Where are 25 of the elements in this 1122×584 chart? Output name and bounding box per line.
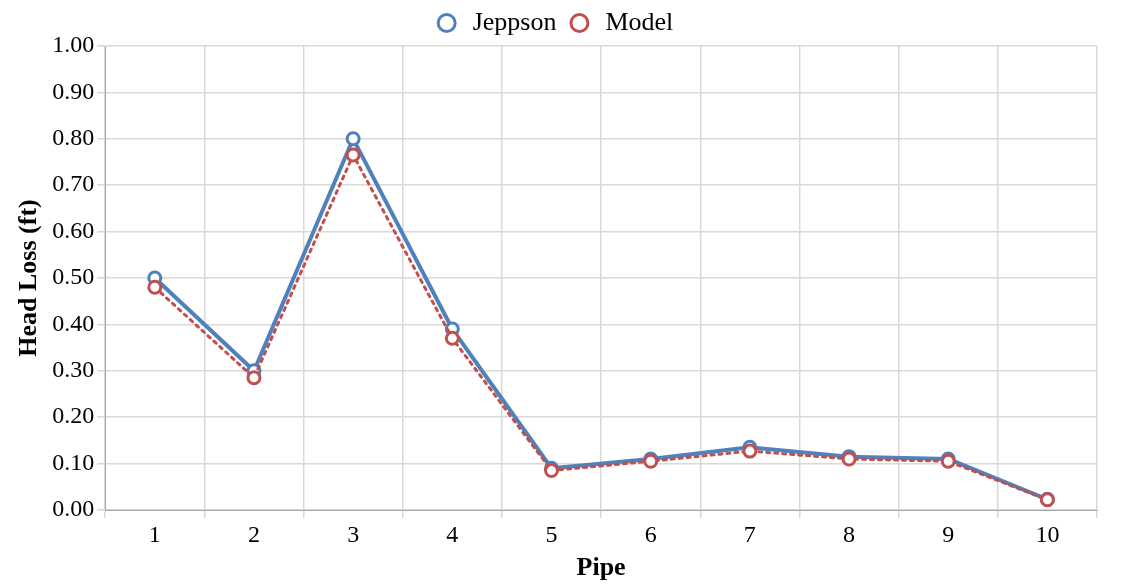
y-tick-label: 1.00 <box>52 31 95 58</box>
x-tick-label: 2 <box>247 520 260 547</box>
x-tick-label: 1 <box>148 520 161 547</box>
x-tick-label: 10 <box>1035 520 1060 547</box>
x-tick-label: 4 <box>446 520 459 547</box>
y-tick-label: 0.40 <box>52 309 95 336</box>
x-tick-label: 7 <box>743 520 756 547</box>
legend-label: Jeppson <box>472 6 557 36</box>
y-tick-label: 0.10 <box>52 448 95 475</box>
y-tick-label: 0.50 <box>52 263 95 290</box>
x-tick-label: 8 <box>843 520 856 547</box>
x-tick-label: 9 <box>942 520 955 547</box>
y-tick-label: 0.60 <box>52 216 95 243</box>
x-tick-label: 3 <box>347 520 360 547</box>
x-tick-label: 6 <box>644 520 657 547</box>
y-tick-label: 0.00 <box>52 495 95 522</box>
y-axis-title: Head Loss (ft) <box>13 199 43 357</box>
y-tick-label: 0.90 <box>52 77 95 104</box>
y-tick-label: 0.20 <box>52 402 95 429</box>
y-tick-label: 0.70 <box>52 170 95 197</box>
x-axis-title: Pipe <box>576 552 626 582</box>
y-tick-label: 0.30 <box>52 356 95 383</box>
x-tick-label: 5 <box>545 520 558 547</box>
legend-label: Model <box>605 6 674 36</box>
y-tick-label: 0.80 <box>52 124 95 151</box>
